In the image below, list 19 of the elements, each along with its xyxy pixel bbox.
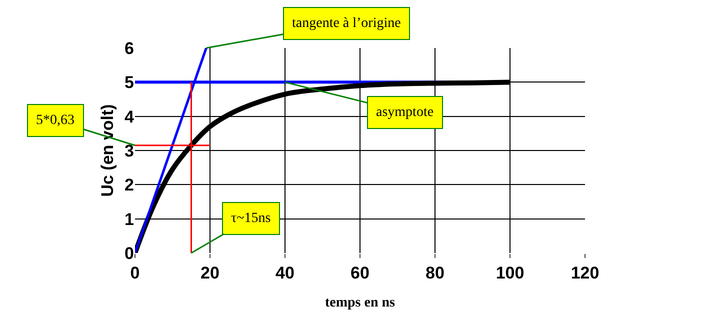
- x-tick-label: 80: [426, 263, 444, 282]
- y-tick-label: 0: [124, 244, 134, 263]
- x-tick-label: 20: [200, 263, 220, 282]
- y-tick-label: 1: [124, 210, 134, 229]
- x-tick-label: 60: [350, 263, 370, 282]
- x-axis-title: temps en ns: [324, 296, 396, 311]
- y-tick-label: 6: [124, 38, 134, 58]
- y-tick-label: 3: [124, 141, 134, 160]
- annotation: asymptote: [376, 105, 434, 120]
- x-tick-label: 40: [276, 263, 294, 282]
- annotation: 5*0,63: [36, 113, 74, 128]
- x-tick-label: 100: [496, 263, 524, 282]
- y-tick-label: 4: [124, 107, 135, 126]
- annotation: τ~15ns: [231, 211, 271, 226]
- y-tick-label: 2: [124, 176, 134, 195]
- y-tick-label: 5: [124, 73, 134, 92]
- annotation: tangente à l’origine: [292, 16, 401, 31]
- y-axis-title: Uc (en volt): [98, 104, 118, 197]
- x-tick-label: 120: [570, 263, 600, 282]
